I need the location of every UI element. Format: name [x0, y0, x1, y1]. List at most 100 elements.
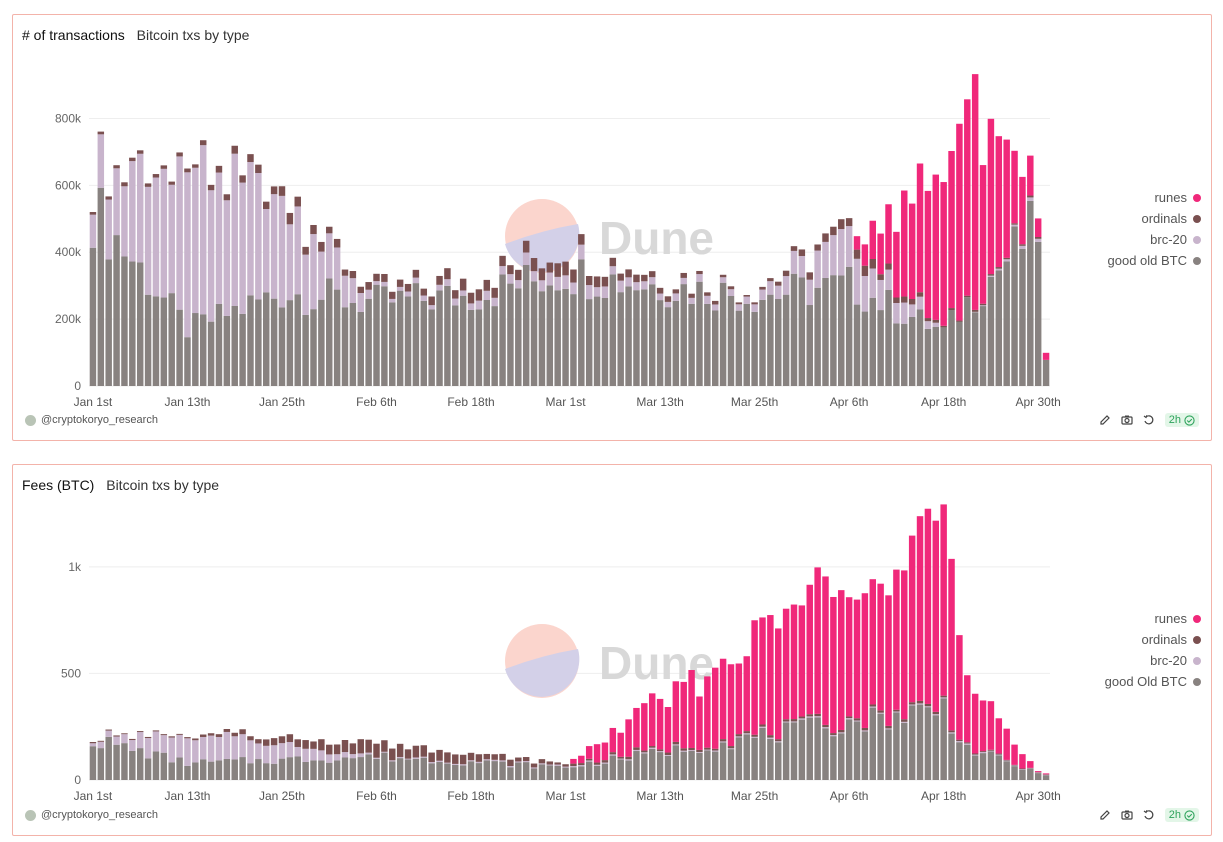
bar-segment[interactable] [507, 283, 514, 386]
bar-segment[interactable] [302, 314, 309, 386]
bar-segment[interactable] [428, 752, 435, 763]
bar-segment[interactable] [286, 300, 294, 386]
bar-segment[interactable] [648, 746, 656, 748]
bar-segment[interactable] [452, 764, 459, 780]
bar-segment[interactable] [530, 281, 538, 386]
bar-segment[interactable] [641, 281, 648, 290]
bar-segment[interactable] [97, 187, 105, 386]
bar-segment[interactable] [247, 763, 254, 780]
bar-segment[interactable] [893, 711, 900, 713]
bar-segment[interactable] [838, 229, 845, 276]
bar-segment[interactable] [688, 297, 695, 304]
bar-segment[interactable] [1027, 155, 1034, 196]
bar-segment[interactable] [507, 766, 514, 768]
bar-segment[interactable] [381, 751, 388, 753]
bar-segment[interactable] [467, 292, 475, 304]
bar-segment[interactable] [105, 736, 112, 780]
bar-segment[interactable] [767, 735, 774, 738]
bar-segment[interactable] [790, 719, 798, 722]
bar-segment[interactable] [664, 296, 672, 302]
bar-segment[interactable] [302, 761, 309, 780]
bar-segment[interactable] [522, 252, 530, 266]
bar-segment[interactable] [979, 753, 987, 780]
bar-segment[interactable] [89, 247, 97, 386]
bar-segment[interactable] [483, 753, 491, 760]
bar-segment[interactable] [270, 194, 278, 299]
bar-segment[interactable] [1034, 237, 1042, 239]
bar-segment[interactable] [530, 768, 538, 781]
bar-segment[interactable] [633, 747, 640, 750]
bar-segment[interactable] [830, 734, 837, 737]
bar-segment[interactable] [318, 251, 325, 300]
bar-segment[interactable] [743, 656, 750, 732]
bar-segment[interactable] [893, 712, 900, 780]
bar-segment[interactable] [869, 579, 876, 705]
bar-segment[interactable] [625, 286, 632, 386]
bar-segment[interactable] [814, 717, 821, 780]
bar-segment[interactable] [759, 299, 766, 386]
bar-segment[interactable] [767, 737, 774, 739]
bar-segment[interactable] [712, 304, 719, 311]
bar-segment[interactable] [751, 302, 758, 305]
bar-segment[interactable] [302, 748, 309, 762]
bar-segment[interactable] [932, 714, 940, 716]
bar-segment[interactable] [712, 667, 719, 749]
bar-segment[interactable] [452, 298, 459, 306]
bar-segment[interactable] [578, 259, 585, 386]
bar-segment[interactable] [428, 296, 435, 306]
bar-segment[interactable] [160, 297, 168, 386]
bar-segment[interactable] [1027, 761, 1034, 768]
bar-segment[interactable] [648, 747, 656, 749]
bar-segment[interactable] [578, 244, 585, 260]
bar-segment[interactable] [625, 756, 632, 760]
bar-segment[interactable] [404, 291, 412, 297]
bar-segment[interactable] [129, 261, 136, 386]
bar-segment[interactable] [483, 760, 491, 781]
bar-segment[interactable] [696, 696, 703, 750]
bar-segment[interactable] [136, 732, 144, 749]
bar-segment[interactable] [1003, 760, 1010, 762]
bar-segment[interactable] [522, 761, 530, 763]
bar-segment[interactable] [948, 732, 955, 734]
bar-segment[interactable] [924, 190, 932, 319]
bar-segment[interactable] [617, 756, 624, 759]
bar-segment[interactable] [641, 274, 648, 282]
bar-segment[interactable] [806, 305, 813, 386]
bar-segment[interactable] [798, 719, 806, 780]
bar-segment[interactable] [995, 755, 1003, 780]
bar-segment[interactable] [719, 658, 727, 740]
bar-segment[interactable] [491, 297, 498, 307]
bar-segment[interactable] [932, 174, 940, 320]
bar-segment[interactable] [617, 292, 624, 386]
bar-segment[interactable] [318, 760, 325, 780]
bar-segment[interactable] [1011, 766, 1018, 780]
bar-segment[interactable] [822, 724, 829, 728]
bar-segment[interactable] [570, 269, 577, 283]
bar-segment[interactable] [184, 168, 191, 173]
legend-item-brc20[interactable]: brc-20 [1108, 229, 1201, 250]
bar-segment[interactable] [1034, 241, 1042, 386]
bar-segment[interactable] [782, 719, 790, 722]
bar-segment[interactable] [979, 303, 987, 306]
bar-segment[interactable] [995, 136, 1003, 268]
bar-segment[interactable] [948, 151, 955, 309]
bar-segment[interactable] [956, 123, 963, 321]
bar-segment[interactable] [798, 605, 806, 717]
bar-segment[interactable] [877, 279, 884, 311]
bar-segment[interactable] [932, 715, 940, 780]
bar-segment[interactable] [908, 298, 916, 305]
bar-segment[interactable] [735, 663, 743, 735]
bar-segment[interactable] [199, 759, 207, 780]
bar-segment[interactable] [176, 156, 183, 310]
bar-segment[interactable] [940, 325, 947, 328]
bar-segment[interactable] [940, 327, 947, 386]
bar-segment[interactable] [459, 765, 467, 780]
bar-segment[interactable] [1019, 248, 1026, 386]
bar-segment[interactable] [617, 273, 624, 281]
bar-segment[interactable] [956, 742, 963, 780]
bar-segment[interactable] [349, 271, 357, 279]
bar-segment[interactable] [790, 250, 798, 274]
bar-segment[interactable] [428, 305, 435, 310]
bar-segment[interactable] [199, 734, 207, 737]
bar-segment[interactable] [1019, 176, 1026, 245]
